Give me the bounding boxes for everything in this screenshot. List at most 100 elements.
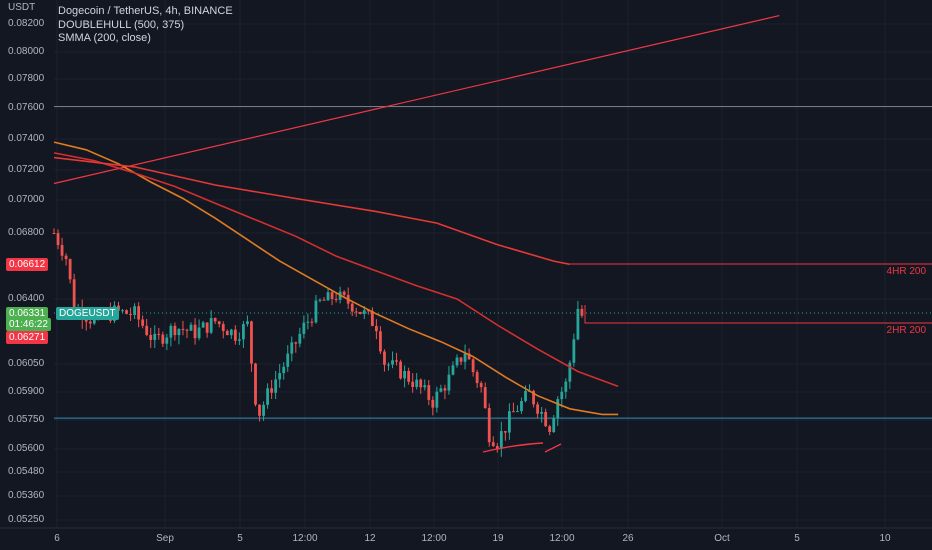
candle-body — [391, 360, 394, 365]
x-tick-label: 6 — [54, 533, 60, 544]
candle-body — [181, 328, 185, 330]
candle-body — [576, 308, 580, 340]
x-tick-label: 12:00 — [421, 533, 447, 544]
candle-body — [64, 255, 68, 260]
candle-body — [411, 381, 415, 387]
y-tick-label: 0.08000 — [8, 46, 45, 57]
candle-body — [274, 379, 278, 393]
candle-body — [56, 233, 60, 246]
candle-body — [233, 329, 237, 341]
candle-body — [177, 328, 181, 336]
candle-body — [483, 387, 487, 408]
candle-body — [60, 245, 64, 256]
candle-body — [237, 339, 241, 341]
candle-body — [427, 385, 431, 400]
candle-body — [302, 322, 306, 334]
candle-body — [258, 404, 261, 416]
candles — [52, 228, 584, 457]
candle-body — [149, 334, 153, 340]
candle-body — [443, 388, 447, 391]
candle-body — [221, 324, 225, 331]
candle-body — [310, 321, 314, 323]
axis-title: USDT — [8, 2, 36, 13]
candle-body — [548, 426, 552, 432]
candle-body — [209, 317, 213, 333]
candle-body — [536, 404, 539, 414]
candle-body — [560, 391, 564, 400]
y-tick-label: 0.05750 — [8, 414, 45, 425]
candle-body — [334, 298, 338, 300]
candle-body — [173, 325, 177, 336]
moving-average-line — [53, 156, 570, 266]
candle-body — [507, 411, 511, 433]
x-tick-label: 12 — [364, 533, 376, 544]
candle-body — [379, 331, 382, 352]
candle-body — [463, 353, 467, 362]
candle-body — [322, 299, 326, 301]
y-tick-label: 0.05900 — [8, 386, 45, 397]
candle-body — [447, 374, 451, 391]
candle-body — [52, 233, 56, 234]
swing-low-mark — [482, 442, 544, 453]
legend-indicator-doublehull[interactable]: DOUBLEHULL (500, 375) — [58, 18, 185, 31]
candle-body — [572, 339, 576, 363]
symbol-price-tag: DOGEUSDT — [56, 307, 119, 320]
candle-body — [282, 366, 286, 374]
candle-body — [129, 313, 132, 315]
candle-body — [342, 291, 346, 295]
indicator-lines — [53, 15, 780, 416]
h2-200-line — [584, 305, 932, 324]
candle-body — [294, 342, 298, 344]
candle-body — [153, 333, 157, 340]
x-tick-label: 5 — [794, 533, 800, 544]
candle-body — [290, 342, 294, 354]
candle-body — [197, 327, 201, 339]
candle-body — [326, 292, 330, 301]
candle-body — [68, 259, 72, 280]
candle-body — [314, 300, 318, 323]
y-tick-label: 0.07400 — [8, 133, 45, 144]
x-tick-label: 26 — [622, 533, 634, 544]
legend-symbol[interactable]: Dogecoin / TetherUS, 4h, BINANCE — [58, 5, 233, 17]
candle-body — [145, 325, 149, 335]
candle-body — [266, 388, 269, 405]
x-tick-label: Sep — [156, 533, 174, 544]
candle-body — [524, 390, 527, 402]
moving-average-line — [53, 152, 619, 388]
candle-body — [169, 325, 173, 338]
candle-body — [370, 310, 374, 326]
price-badge: 01:46:22 — [6, 318, 51, 331]
x-tick-label: Oct — [714, 533, 730, 544]
candle-body — [278, 373, 282, 380]
candle-body — [121, 310, 124, 312]
candle-body — [556, 399, 560, 419]
candle-body — [201, 322, 205, 328]
price-badge: 0.06331 — [6, 307, 49, 320]
y-tick-label: 0.05600 — [8, 443, 45, 454]
candle-body — [419, 379, 423, 388]
candle-body — [225, 330, 229, 336]
candle-body — [318, 299, 322, 301]
candle-body — [479, 383, 483, 388]
candle-body — [516, 411, 519, 413]
candle-body — [165, 337, 169, 344]
candle-body — [395, 360, 398, 362]
candle-body — [451, 365, 455, 375]
candle-body — [407, 370, 411, 382]
candle-body — [330, 292, 334, 299]
y-tick-label: 0.05480 — [8, 466, 45, 477]
candle-body — [358, 311, 362, 314]
candle-body — [161, 334, 165, 344]
y-tick-label: 0.06400 — [8, 293, 45, 304]
candle-body — [354, 311, 358, 313]
candle-body — [298, 333, 302, 344]
x-tick-label: 12:00 — [292, 533, 318, 544]
candle-body — [383, 351, 386, 365]
price-badge: 0.06271 — [6, 331, 49, 344]
legend-indicator-smma[interactable]: SMMA (200, close) — [58, 32, 151, 44]
candle-body — [423, 385, 427, 388]
candle-body — [499, 431, 503, 449]
candle-body — [491, 442, 495, 447]
candle-body — [495, 446, 499, 449]
